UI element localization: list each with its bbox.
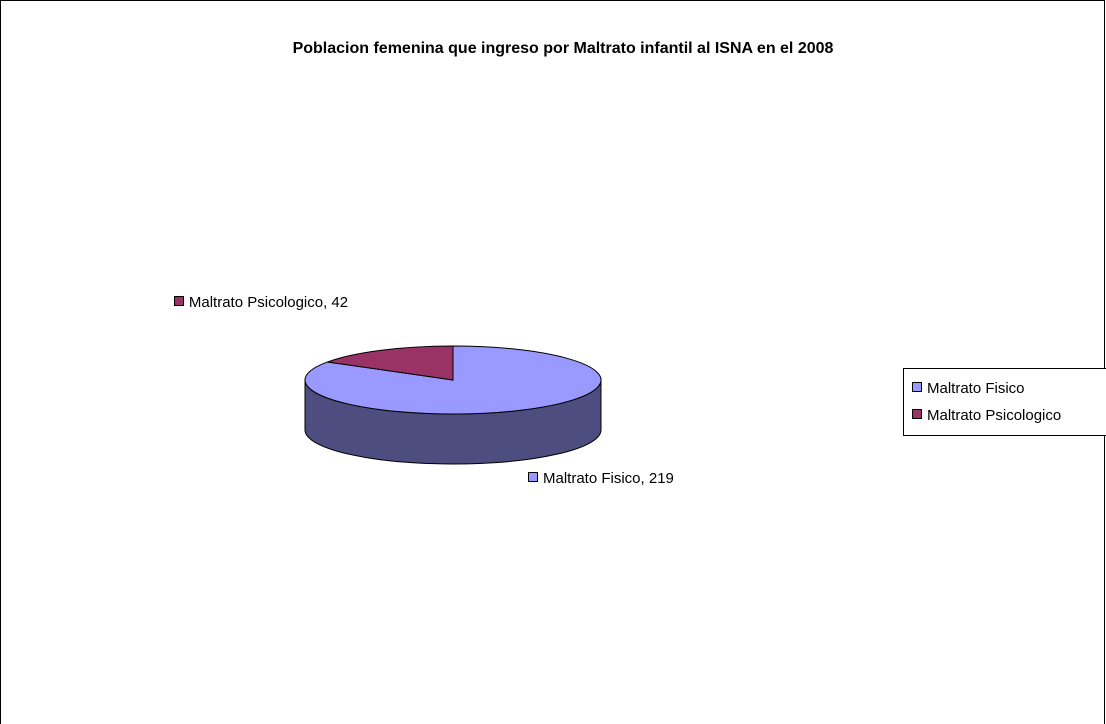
legend-item: Maltrato Fisico [904,375,1106,402]
data-label-text: Maltrato Fisico, 219 [543,470,674,487]
legend-item: Maltrato Psicologico [904,402,1106,429]
data-label: Maltrato Psicologico, 42 [172,292,350,314]
data-label: Maltrato Fisico, 219 [528,468,788,490]
chart-title: Poblacion femenina que ingreso por Maltr… [292,40,834,57]
legend-label: Maltrato Psicologico [927,407,1062,424]
data-label-key [528,472,538,482]
data-label-key [173,296,184,306]
legend-label: Maltrato Fisico [927,380,1025,397]
data-label-text: Maltrato Psicologico, 42 [188,294,349,311]
legend-swatch [912,409,922,419]
legend-swatch [912,382,922,392]
legend: Maltrato Fisico Maltrato Psicologico [903,368,1106,436]
pie-slice [327,345,454,381]
